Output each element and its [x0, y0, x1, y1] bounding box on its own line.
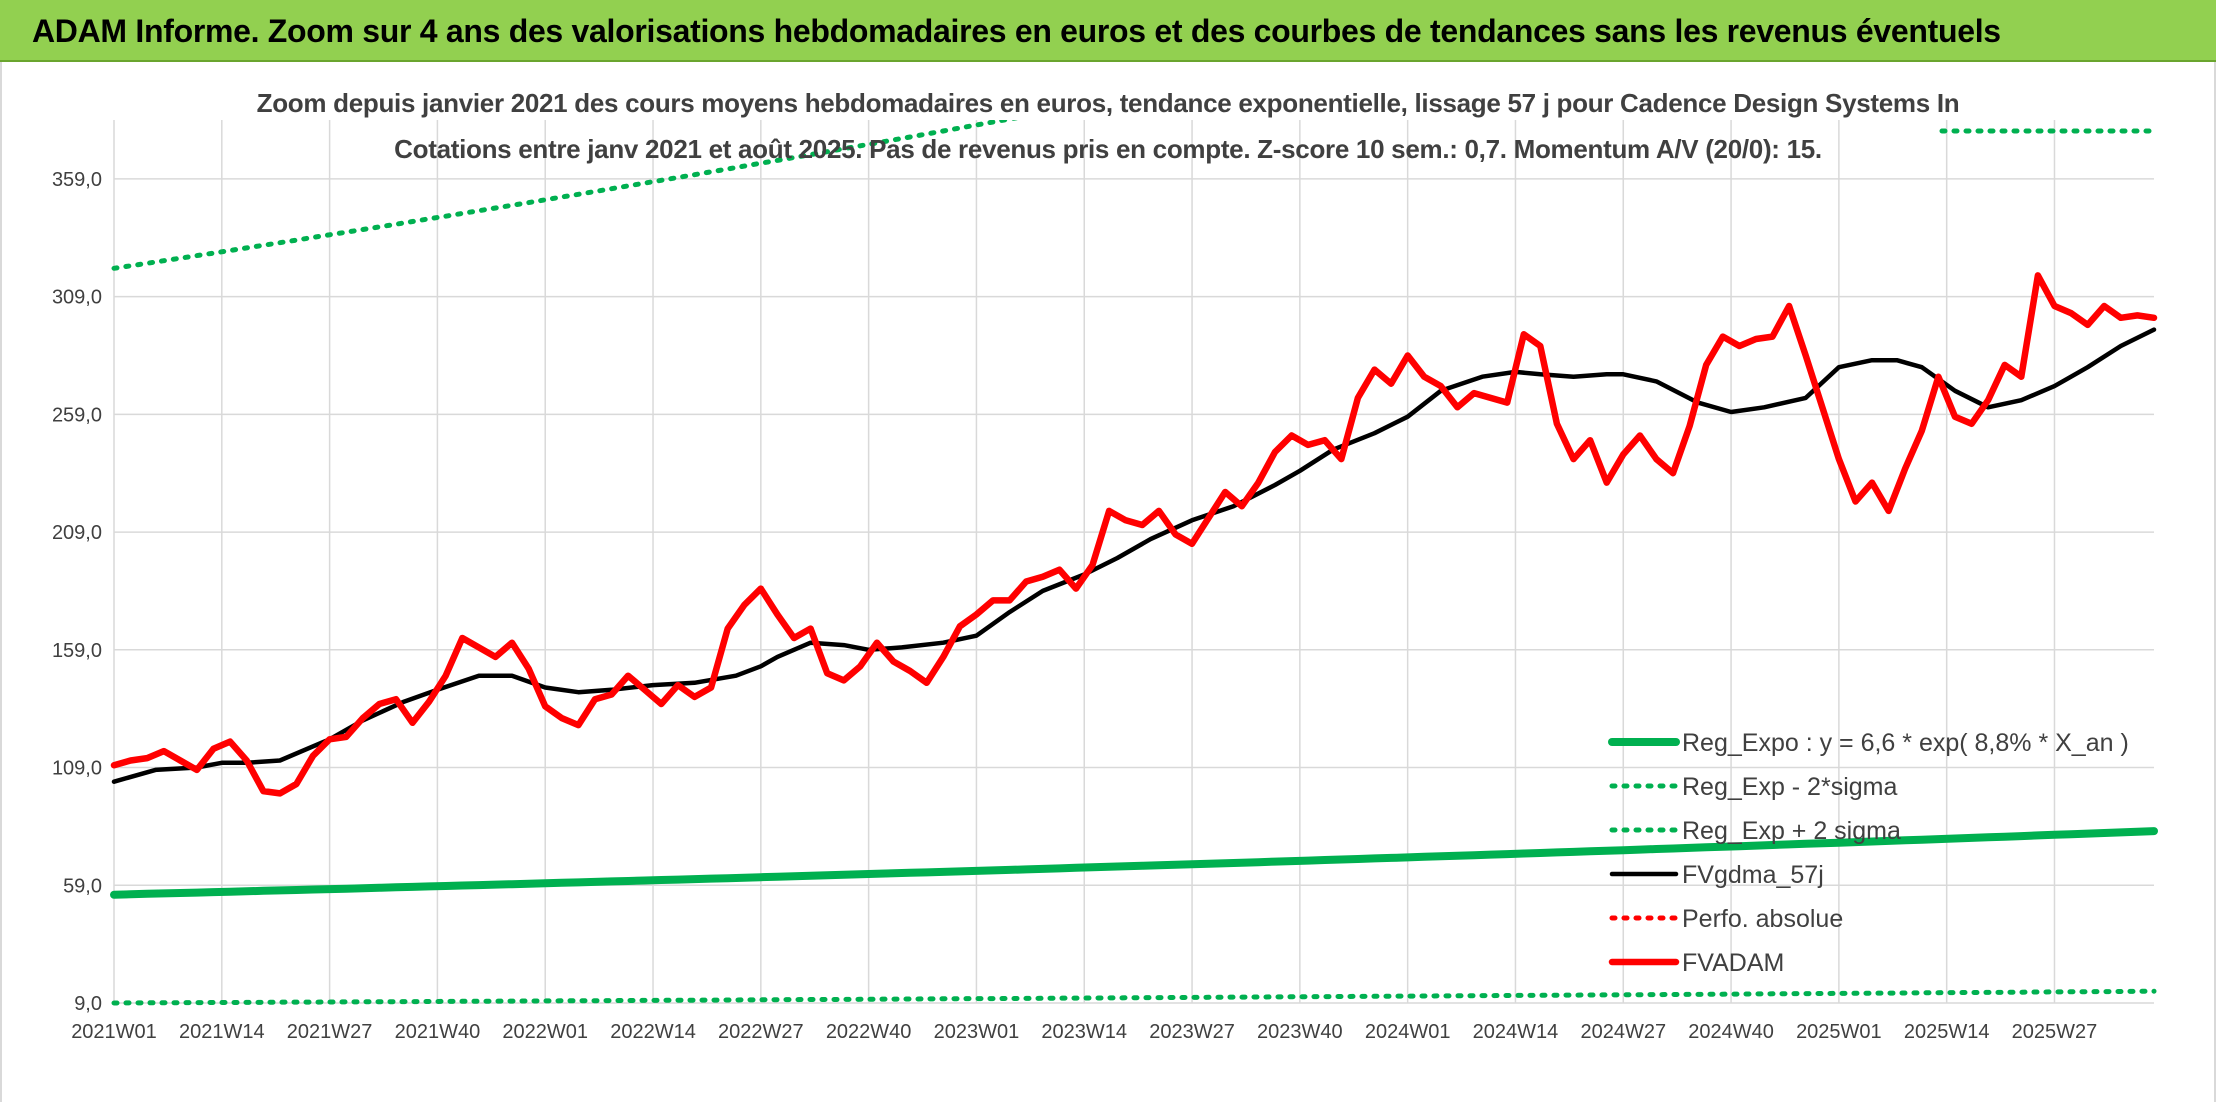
x-tick-label: 2022W14 — [610, 1021, 696, 1043]
x-tick-label: 2025W01 — [1796, 1021, 1882, 1043]
x-tick-label: 2021W27 — [287, 1021, 373, 1043]
series-layer — [110, 120, 2158, 1006]
y-tick-label: 9,0 — [74, 993, 102, 1015]
x-tick-label: 2022W27 — [718, 1021, 804, 1043]
fvadam-line — [110, 272, 2158, 797]
x-tick-label: 2023W27 — [1149, 1021, 1235, 1043]
regexpo-trend-line — [110, 827, 2158, 899]
report-banner: ADAM Informe. Zoom sur 4 ans des valoris… — [0, 0, 2216, 62]
x-tick-label: 2024W27 — [1580, 1021, 1666, 1043]
legend-label: FVgdma_57j — [1682, 861, 1824, 889]
x-tick-label: 2022W40 — [826, 1021, 912, 1043]
x-tick-label: 2023W14 — [1041, 1021, 1127, 1043]
axis-labels: 9,0 59,0 109,0 159,0 209,0 259,0 309,0 359,0 202… — [52, 169, 2097, 1043]
chart-frame — [0, 62, 2216, 1102]
legend: Reg_Expo : y = 6,6 * exp( 8,8% * X_an ) R… — [1608, 729, 2129, 977]
fvgdma-57j-line — [111, 327, 2157, 784]
y-tick-label: 209,0 — [52, 522, 102, 544]
y-tick-label: 359,0 — [52, 169, 102, 191]
chart-title: Zoom depuis janvier 2021 des cours moyen… — [256, 88, 1960, 118]
y-tick-label: 309,0 — [52, 287, 102, 309]
x-tick-label: 2025W27 — [2012, 1021, 2098, 1043]
x-tick-label: 2024W40 — [1688, 1021, 1774, 1043]
chart-subtitle: Cotations entre janv 2021 et août 2025. … — [394, 134, 1822, 164]
x-tick-label: 2022W01 — [502, 1021, 588, 1043]
x-tick-label: 2021W01 — [71, 1021, 157, 1043]
y-tick-label: 159,0 — [52, 640, 102, 662]
report-title: ADAM Informe. Zoom sur 4 ans des valoris… — [32, 13, 2001, 49]
legend-label: FVADAM — [1682, 949, 1784, 977]
legend-label: Reg_Expo : y = 6,6 * exp( 8,8% * X_an ) — [1682, 729, 2129, 757]
x-tick-label: 2023W40 — [1257, 1021, 1343, 1043]
legend-label: Perfo. absolue — [1682, 905, 1843, 933]
legend-label: Reg_Exp + 2 sigma — [1682, 817, 1901, 845]
regexp-minus-2sigma-line — [111, 988, 2157, 1006]
legend-label: Reg_Exp - 2*sigma — [1682, 773, 1897, 801]
plot-area — [114, 120, 2154, 1003]
x-tick-label: 2025W14 — [1904, 1021, 1990, 1043]
x-tick-label: 2024W14 — [1473, 1021, 1559, 1043]
y-tick-label: 59,0 — [63, 875, 102, 897]
x-tick-label: 2021W40 — [395, 1021, 481, 1043]
x-tick-label: 2024W01 — [1365, 1021, 1451, 1043]
y-tick-label: 109,0 — [52, 758, 102, 780]
y-tick-label: 259,0 — [52, 404, 102, 426]
x-tick-label: 2021W14 — [179, 1021, 265, 1043]
x-tick-label: 2023W01 — [934, 1021, 1020, 1043]
